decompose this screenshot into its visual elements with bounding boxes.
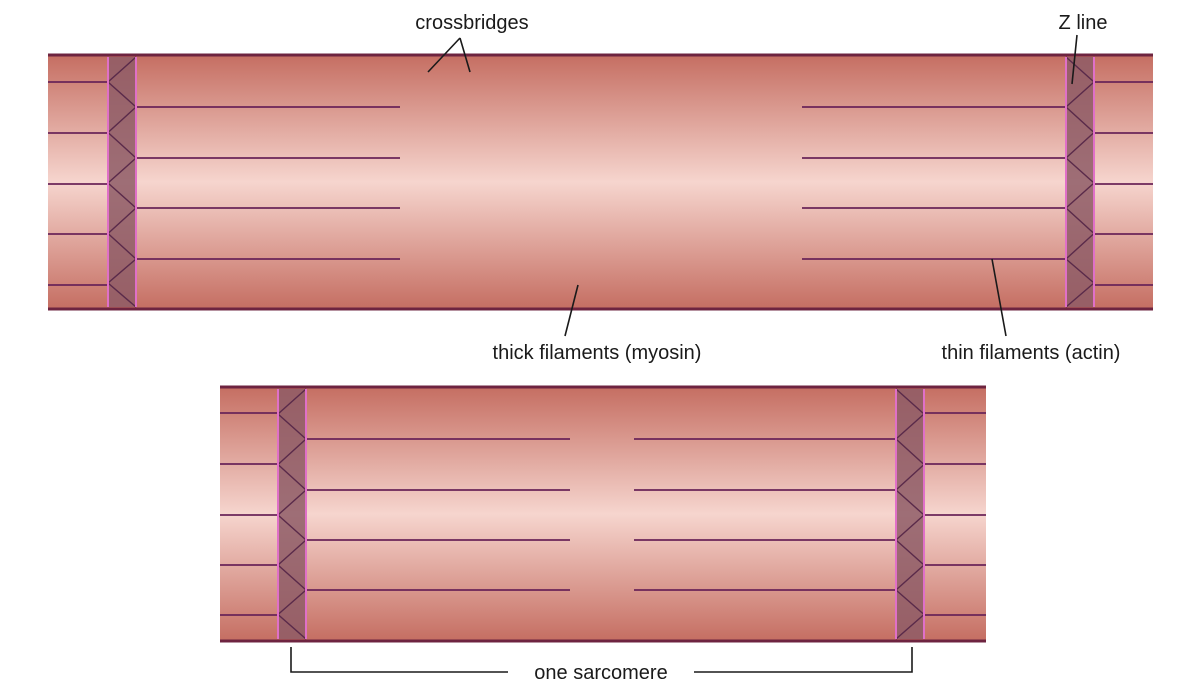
one-sarcomere-label: one sarcomere: [534, 662, 667, 684]
z-lines: [276, 388, 926, 640]
thin-filaments-label: thin filaments (actin): [942, 342, 1121, 364]
crossbridges-callout: crossbridges: [415, 12, 529, 73]
thick-filaments: [364, 402, 838, 626]
sarcomere-bracket-right: [694, 647, 913, 673]
z-line-right: [1064, 56, 1096, 308]
thick-filaments-leader: [564, 284, 579, 337]
sarcomere-bracket-left: [290, 647, 508, 673]
thin-filaments-leader: [991, 258, 1007, 337]
thin-filaments: [48, 81, 1153, 286]
z-band: [1066, 57, 1094, 307]
z-lines: [106, 56, 1096, 308]
thick-filaments: [364, 71, 838, 296]
z-band: [108, 57, 136, 307]
muscle-fiber-background: [48, 55, 1153, 309]
thick-filaments-label: thick filaments (myosin): [493, 342, 702, 364]
relaxed-sarcomere: [48, 53, 1153, 311]
sarcomere-bracket: one sarcomere: [290, 647, 913, 684]
z-band: [896, 389, 924, 639]
thin-filaments: [220, 412, 986, 616]
z-line-leader: [1071, 34, 1078, 85]
z-band: [278, 389, 306, 639]
contracted-sarcomere: [220, 385, 986, 643]
crossbridges-label: crossbridges: [415, 12, 528, 34]
thick-filaments-callout: thick filaments (myosin): [493, 284, 702, 364]
crossbridges-leader: [459, 37, 471, 73]
z-line-label: Z line: [1059, 12, 1108, 34]
thin-filaments-callout: thin filaments (actin): [942, 258, 1121, 364]
crossbridges-leader: [427, 37, 461, 73]
z-line-right: [894, 388, 926, 640]
z-line-callout: Z line: [1059, 12, 1108, 85]
